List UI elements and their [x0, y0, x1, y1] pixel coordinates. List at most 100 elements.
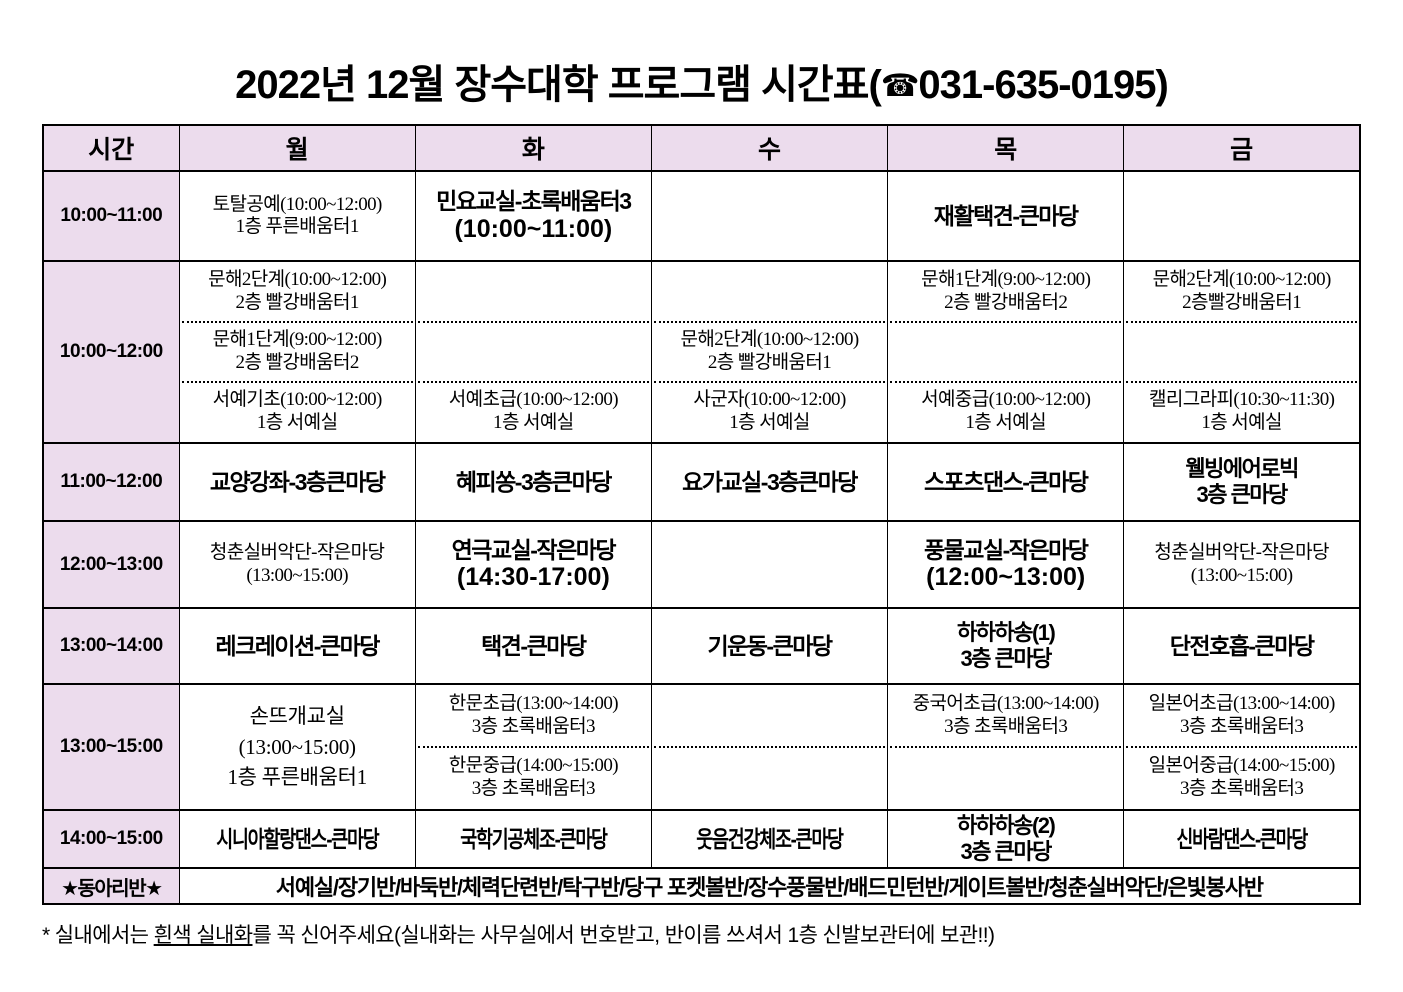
- time-label: 10:00~12:00: [42, 260, 180, 444]
- cell-fri-1300-1500: 일본어초급(13:00~14:00) 3층 초록배움터3 일본어중급(14:00~…: [1123, 683, 1361, 811]
- footnote-suffix: 를 꼭 신어주세요(실내화는 사무실에서 번호받고, 반이름 쓰셔서 1층 신발…: [252, 924, 995, 947]
- sub-cell: 일본어중급(14:00~15:00) 3층 초록배움터3: [1126, 748, 1357, 808]
- sub-cell: 한문중급(14:00~15:00) 3층 초록배움터3: [418, 748, 649, 808]
- cell-line2: (13:00~15:00): [1190, 564, 1293, 586]
- cell-line1: 레크레이션-큰마당: [215, 632, 380, 659]
- cell-mon-1100-1200: 교양강좌-3층큰마당: [178, 442, 416, 522]
- cell-wed-1300-1400: 기운동-큰마당: [650, 607, 889, 685]
- cell-tue-1400-1500: 국학기공체조-큰마당: [414, 809, 652, 869]
- cell-tue-1300-1500: 한문초급(13:00~14:00) 3층 초록배움터3 한문중급(14:00~15…: [414, 683, 652, 811]
- cell-wed-1100-1200: 요가교실-3층큰마당: [650, 442, 889, 522]
- cell-line2: 1층 서예실: [1201, 411, 1282, 433]
- sub-cell: 문해2단계(10:00~12:00) 2층빨강배움터1: [1126, 263, 1357, 323]
- column-header-tuesday: 화: [414, 124, 652, 172]
- sub-cell: 문해1단계(9:00~12:00) 2층 빨강배움터2: [181, 323, 413, 383]
- cell-wed-1000-1200: 문해2단계(10:00~12:00) 2층 빨강배움터1 사군자(10:00~12…: [650, 260, 889, 444]
- title-text-before: 2022년 12월 장수대학 프로그램 시간표(: [235, 63, 882, 107]
- title-phone-number: 031-635-0195: [918, 63, 1156, 107]
- cell-mon-1300-1500: 손뜨개교실 (13:00~15:00) 1층 푸른배움터1: [178, 683, 416, 811]
- cell-line1: 문해2단계(10:00~12:00): [1152, 269, 1332, 291]
- table-row: 10:00~12:00 문해2단계(10:00~12:00) 2층 빨강배움터1 …: [42, 260, 1361, 444]
- cell-tue-1100-1200: 혜피쏭-3층큰마당: [414, 442, 652, 522]
- cell-line2: (14:30-17:00): [456, 563, 610, 592]
- cell-tue-1200-1300: 연극교실-작은마당 (14:30-17:00): [414, 520, 652, 609]
- cell-tue-1000-1100: 민요교실-초록배움터3 (10:00~11:00): [414, 170, 652, 262]
- cell-line1: 신바람댄스-큰마당: [1176, 825, 1308, 852]
- cell-line2: 1층 서예실: [965, 411, 1046, 433]
- cell-line1: 서예중급(10:00~12:00): [921, 389, 1091, 411]
- cell-line1: 요가교실-3층큰마당: [682, 468, 858, 495]
- cell-line1: 문해2단계(10:00~12:00): [680, 329, 859, 351]
- table-row: 13:00~14:00 레크레이션-큰마당 택견-큰마당 기운동-큰마당 하하하…: [42, 607, 1361, 685]
- sub-cell: 문해1단계(9:00~12:00) 2층 빨강배움터2: [890, 263, 1122, 323]
- cell-thu-1100-1200: 스포츠댄스-큰마당: [887, 442, 1125, 522]
- sub-cell: [890, 323, 1122, 383]
- cell-thu-1000-1200: 문해1단계(9:00~12:00) 2층 빨강배움터2 서예중급(10:00~12…: [887, 260, 1125, 444]
- cell-line1: 한문초급(13:00~14:00): [448, 693, 619, 715]
- cell-thu-1300-1400: 하하하송(1) 3층 큰마당: [887, 607, 1125, 685]
- sub-cell: 서예기초(10:00~12:00) 1층 서예실: [182, 383, 413, 441]
- sub-cell: 서예초급(10:00~12:00) 1층 서예실: [418, 383, 649, 441]
- club-row-items: 서예실/장기반/바둑반/체력단련반/탁구반/당구 포켓볼반/장수풍물반/배드민턴…: [178, 867, 1361, 905]
- cell-fri-1400-1500: 신바람댄스-큰마당: [1123, 809, 1361, 869]
- sub-cell: [417, 263, 649, 323]
- cell-line1: 서예기초(10:00~12:00): [212, 389, 383, 411]
- cell-line2: 1층 서예실: [729, 411, 810, 433]
- time-label: 10:00~11:00: [42, 170, 180, 262]
- table-row: 10:00~11:00 토탈공예(10:00~12:00) 1층 푸른배움터1 민…: [42, 170, 1361, 262]
- sub-cell: 일본어초급(13:00~14:00) 3층 초록배움터3: [1126, 686, 1357, 748]
- cell-mon-1400-1500: 시니아할랑댄스-큰마당: [178, 809, 416, 869]
- cell-fri-1300-1400: 단전호흡-큰마당: [1123, 607, 1361, 685]
- time-label: 13:00~15:00: [42, 683, 180, 811]
- cell-mon-1300-1400: 레크레이션-큰마당: [178, 607, 416, 685]
- club-row-label: ★동아리반★: [42, 867, 180, 905]
- cell-line1: 국학기공체조-큰마당: [460, 825, 608, 852]
- cell-line1: 문해1단계(9:00~12:00): [921, 269, 1091, 291]
- column-header-monday: 월: [178, 124, 416, 172]
- cell-line2: 1층 서예실: [493, 411, 574, 433]
- cell-line2: 2층 빨강배움터1: [707, 351, 832, 373]
- cell-tue-1300-1400: 택견-큰마당: [414, 607, 652, 685]
- cell-line2: 3층 초록배움터3: [471, 715, 596, 737]
- cell-line2: (12:00~13:00): [926, 563, 1086, 592]
- sub-cell: 문해2단계(10:00~12:00) 2층 빨강배움터1: [181, 263, 413, 323]
- column-header-thursday: 목: [887, 124, 1125, 172]
- footnote: * 실내에서는 흰색 실내화를 꼭 신어주세요(실내화는 사무실에서 번호받고,…: [0, 905, 1403, 949]
- cell-line2: 2층 빨강배움터2: [235, 351, 360, 373]
- cell-line2: (10:00~11:00): [454, 214, 613, 243]
- sub-cell: 서예중급(10:00~12:00) 1층 서예실: [890, 383, 1121, 441]
- cell-line3: 1층 푸른배움터1: [227, 765, 367, 790]
- cell-line1: 일본어초급(13:00~14:00): [1148, 693, 1336, 715]
- cell-line1: 토탈공예(10:00~12:00): [212, 193, 383, 215]
- table-row: 14:00~15:00 시니아할랑댄스-큰마당 국학기공체조-큰마당 웃음건강체…: [42, 809, 1361, 869]
- cell-line2: (13:00~15:00): [246, 564, 349, 586]
- cell-line1: 웰빙에어로빅: [1185, 456, 1299, 482]
- cell-line1: 서예초급(10:00~12:00): [448, 389, 619, 411]
- cell-line2: 2층빨강배움터1: [1182, 291, 1302, 313]
- cell-line1: 택견-큰마당: [481, 632, 587, 659]
- sub-cell: [890, 748, 1121, 808]
- cell-mon-1000-1100: 토탈공예(10:00~12:00) 1층 푸른배움터1: [178, 170, 416, 262]
- cell-thu-1000-1100: 재활택견-큰마당: [887, 170, 1125, 262]
- column-header-time: 시간: [42, 124, 180, 172]
- table-row: 13:00~15:00 손뜨개교실 (13:00~15:00) 1층 푸른배움터…: [42, 683, 1361, 811]
- cell-line1: 하하하송(1): [957, 620, 1056, 646]
- cell-line2: 2층 빨강배움터2: [944, 291, 1068, 313]
- cell-line2: 3층 초록배움터3: [1180, 777, 1304, 799]
- sub-cell: 한문초급(13:00~14:00) 3층 초록배움터3: [417, 686, 649, 748]
- sub-cell: [417, 323, 649, 383]
- cell-line1: 청춘실버악단-작은마당: [1154, 542, 1329, 564]
- table-header-row: 시간 월 화 수 목 금: [42, 124, 1361, 172]
- cell-line1: 시니아할랑댄스-큰마당: [216, 825, 379, 852]
- column-header-wednesday: 수: [650, 124, 889, 172]
- page-title: 2022년 12월 장수대학 프로그램 시간표(☎031-635-0195): [0, 0, 1403, 124]
- cell-line1: 캘리그라피(10:30~11:30): [1148, 389, 1335, 411]
- cell-line2: 1층 푸른배움터1: [235, 216, 360, 237]
- cell-wed-1200-1300: [650, 520, 889, 609]
- cell-wed-1300-1500: [650, 683, 889, 811]
- cell-line1: 민요교실-초록배움터3: [436, 188, 632, 215]
- cell-line2: 3층 큰마당: [1196, 482, 1288, 507]
- title-text-after: ): [1155, 63, 1169, 107]
- footnote-prefix: * 실내에서는: [42, 924, 154, 947]
